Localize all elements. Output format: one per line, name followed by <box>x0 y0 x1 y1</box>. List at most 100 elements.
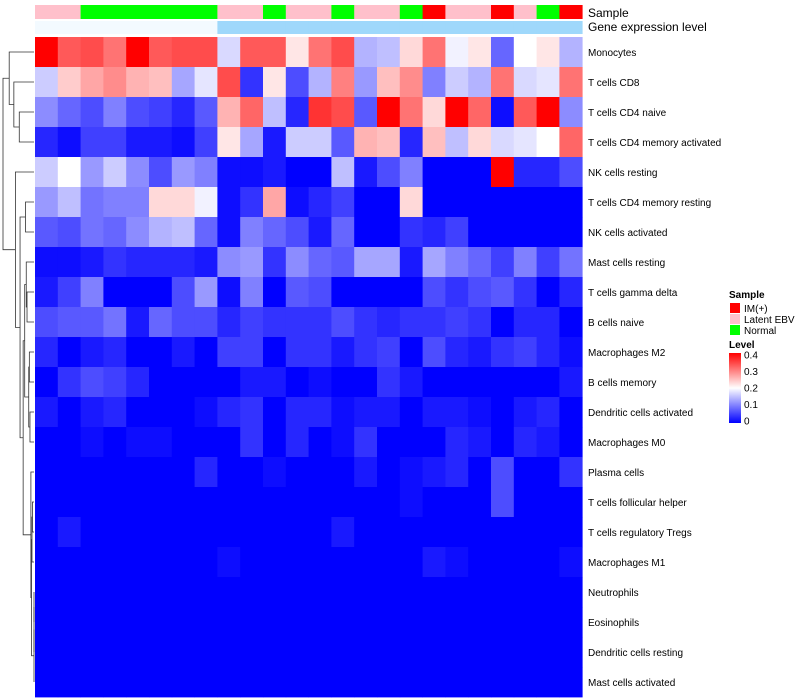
heatmap-cell <box>149 637 173 668</box>
heatmap-cell <box>377 547 401 578</box>
level-annotation-cell <box>308 21 332 34</box>
dendrogram-branch <box>13 81 34 128</box>
level-annotation-cell <box>126 21 150 34</box>
row-labels: Monocytes T cells CD8 T cells CD4 naive T c… <box>588 48 721 689</box>
row-label: Dendritic cells activated <box>588 408 693 419</box>
heatmap-cell <box>491 217 515 248</box>
row-label: T cells CD8 <box>588 78 640 89</box>
heatmap-cell <box>331 637 355 668</box>
heatmap-cell <box>35 247 59 278</box>
heatmap-cell <box>103 217 127 248</box>
heatmap-cell <box>331 517 355 548</box>
heatmap-cell <box>285 637 309 668</box>
heatmap-cell <box>194 337 218 368</box>
heatmap-cell <box>513 367 537 398</box>
dendrogram-branch <box>26 291 34 323</box>
heatmap-cell <box>194 127 218 158</box>
heatmap-cell <box>57 517 81 548</box>
heatmap-cell <box>126 277 150 308</box>
sample-annotation-cell <box>331 5 355 19</box>
heatmap-cell <box>536 37 560 68</box>
heatmap-cell <box>331 457 355 488</box>
heatmap-cell <box>80 577 104 608</box>
heatmap-cell <box>354 67 378 98</box>
heatmap-cell <box>308 307 332 338</box>
heatmap-cell <box>103 607 127 638</box>
heatmap-cell <box>126 187 150 218</box>
level-annotation-cell <box>491 21 515 34</box>
heatmap-cell <box>422 457 446 488</box>
sample-annotation-cell <box>126 5 150 19</box>
heatmap-cell <box>57 217 81 248</box>
heatmap-cell <box>263 667 287 698</box>
heatmap-cell <box>468 67 492 98</box>
heatmap-cell <box>263 217 287 248</box>
sample-annotation-cell <box>217 5 241 19</box>
heatmap-cell <box>35 577 59 608</box>
heatmap-cell <box>171 247 195 278</box>
row-label: Eosinophils <box>588 618 639 629</box>
heatmap-cell <box>35 517 59 548</box>
heatmap-cells <box>35 37 583 698</box>
heatmap-cell <box>263 577 287 608</box>
row-dendrogram <box>2 51 35 682</box>
heatmap-cell <box>149 517 173 548</box>
heatmap-cell <box>285 187 309 218</box>
heatmap-cell <box>445 127 469 158</box>
heatmap-cell <box>513 457 537 488</box>
heatmap-cell <box>399 97 423 128</box>
heatmap-cell <box>285 37 309 68</box>
heatmap-cell <box>57 427 81 458</box>
heatmap-cell <box>468 127 492 158</box>
heatmap-cell <box>559 667 583 698</box>
heatmap-cell <box>468 337 492 368</box>
heatmap-cell <box>445 577 469 608</box>
sample-annotation-title: Sample <box>588 6 629 20</box>
heatmap-cell <box>285 337 309 368</box>
heatmap-cell <box>217 127 241 158</box>
heatmap-cell <box>491 307 515 338</box>
heatmap-cell <box>513 397 537 428</box>
heatmap-cell <box>422 187 446 218</box>
level-legend-tick: 0.1 <box>744 400 758 411</box>
heatmap-cell <box>559 577 583 608</box>
heatmap-cell <box>57 187 81 218</box>
heatmap-cell <box>354 187 378 218</box>
heatmap-cell <box>468 37 492 68</box>
heatmap-cell <box>377 127 401 158</box>
heatmap-cell <box>149 67 173 98</box>
sample-annotation-cell <box>103 5 127 19</box>
sample-annotation-cell <box>422 5 446 19</box>
heatmap-cell <box>263 127 287 158</box>
heatmap-cell <box>354 97 378 128</box>
heatmap-cell <box>354 577 378 608</box>
heatmap-cell <box>171 37 195 68</box>
heatmap-cell <box>80 457 104 488</box>
sample-annotation-cell <box>468 5 492 19</box>
heatmap-cell <box>399 667 423 698</box>
heatmap-cell <box>149 307 173 338</box>
heatmap-cell <box>536 127 560 158</box>
heatmap-cell <box>171 397 195 428</box>
heatmap-cell <box>217 667 241 698</box>
heatmap-cell <box>536 367 560 398</box>
heatmap-cell <box>308 67 332 98</box>
heatmap-cell <box>285 397 309 428</box>
heatmap-cell <box>240 517 264 548</box>
row-label: Neutrophils <box>588 588 639 599</box>
heatmap-cell <box>536 337 560 368</box>
heatmap-cell <box>35 67 59 98</box>
heatmap-cell <box>399 487 423 518</box>
heatmap-cell <box>308 337 332 368</box>
heatmap-cell <box>217 577 241 608</box>
dendrogram-branch <box>32 501 34 533</box>
heatmap-cell <box>559 97 583 128</box>
heatmap-cell <box>513 427 537 458</box>
sample-annotation-bar <box>35 5 583 19</box>
heatmap-cell <box>171 487 195 518</box>
heatmap-cell <box>57 307 81 338</box>
heatmap-cell <box>445 427 469 458</box>
heatmap-cell <box>126 157 150 188</box>
heatmap-cell <box>103 517 127 548</box>
